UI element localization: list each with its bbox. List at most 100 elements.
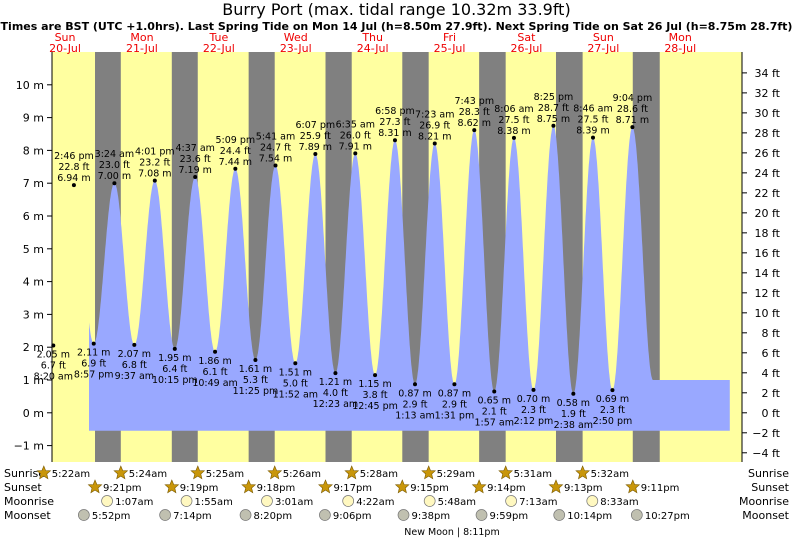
right-tick-label: 0 ft xyxy=(762,407,781,420)
moonset-time: 9:38pm xyxy=(412,511,451,522)
sunset-row-label-left: Sunset xyxy=(4,481,42,494)
tide-point xyxy=(293,361,298,366)
right-tick-label: 12 ft xyxy=(755,287,781,300)
moonrise-icon xyxy=(180,495,193,507)
moonset-row-label-right: Moonset xyxy=(742,509,789,522)
low-tide-feet: 6.7 ft xyxy=(41,361,66,372)
high-tide-time: 7:23 am xyxy=(415,110,454,121)
moonset-time: 10:14pm xyxy=(567,511,612,522)
right-tick-label: 4 ft xyxy=(762,367,781,380)
sun-icon xyxy=(498,465,514,480)
low-tide-time: 10:49 am xyxy=(192,378,237,389)
low-tide-metres: 1.51 m xyxy=(279,367,312,378)
tide-point xyxy=(492,389,497,394)
tide-point xyxy=(610,388,615,393)
left-tick-label: 0 m xyxy=(23,407,44,420)
moonset-time: 10:27pm xyxy=(645,511,690,522)
high-tide-time: 4:01 pm xyxy=(135,147,175,158)
tide-point xyxy=(432,141,437,146)
sun-icon xyxy=(241,479,257,494)
high-tide-metres: 7.91 m xyxy=(339,141,372,152)
low-tide-metres: 0.70 m xyxy=(517,394,550,405)
high-tide-metres: 7.00 m xyxy=(98,171,131,182)
high-tide-feet: 25.9 ft xyxy=(300,131,331,142)
low-tide-feet: 1.9 ft xyxy=(561,409,586,420)
sun-icon xyxy=(625,479,641,494)
low-tide-metres: 1.15 m xyxy=(358,379,391,390)
high-tide-metres: 8.75 m xyxy=(537,114,570,125)
sun-icon xyxy=(36,465,52,480)
high-tide-metres: 8.21 m xyxy=(418,132,451,143)
day-name: Wed xyxy=(284,31,308,44)
high-tide-metres: 6.94 m xyxy=(57,173,90,184)
low-tide-time: 2:50 pm xyxy=(593,416,633,427)
tide-point xyxy=(452,382,457,387)
high-tide-feet: 26.9 ft xyxy=(419,121,450,132)
sunset-time: 9:15pm xyxy=(410,483,449,494)
low-tide-time: 10:15 pm xyxy=(152,375,198,386)
left-tick-label: −1 m xyxy=(14,440,44,453)
low-tide-metres: 1.61 m xyxy=(239,364,272,375)
tide-point xyxy=(571,391,576,396)
sun-icon xyxy=(394,479,410,494)
sunset-time: 9:18pm xyxy=(257,483,296,494)
day-headers: Sun20-JulMon21-JulTue22-JulWed23-JulThu2… xyxy=(49,31,696,55)
right-tick-label: 14 ft xyxy=(755,267,781,280)
moonrise-time: 8:33am xyxy=(600,497,638,508)
sun-icon xyxy=(344,465,360,480)
tide-point xyxy=(91,341,96,346)
tide-point xyxy=(193,174,198,179)
moonset-icon xyxy=(239,509,252,521)
high-tide-feet: 23.6 ft xyxy=(180,154,211,165)
low-tide-time: 1:31 pm xyxy=(435,410,475,421)
moonset-time: 9:59pm xyxy=(490,511,529,522)
tide-point xyxy=(472,128,477,133)
high-tide-metres: 7.44 m xyxy=(219,157,252,168)
sunset-time: 9:17pm xyxy=(333,483,372,494)
tide-point xyxy=(412,382,417,387)
low-tide-feet: 6.4 ft xyxy=(162,364,187,375)
day-name: Thu xyxy=(361,31,383,44)
tide-point xyxy=(333,371,338,376)
right-tick-label: 8 ft xyxy=(762,327,781,340)
day-date: 21-Jul xyxy=(126,42,158,55)
sunset-time: 9:14pm xyxy=(487,483,526,494)
low-tide-metres: 1.86 m xyxy=(198,356,231,367)
sun-icon xyxy=(318,479,333,494)
high-tide-feet: 24.4 ft xyxy=(220,146,251,157)
sunrise-time: 5:32am xyxy=(591,469,629,480)
right-tick-label: 6 ft xyxy=(762,347,781,360)
sun-icon xyxy=(87,479,103,494)
sun-icon xyxy=(471,479,487,494)
high-tide-metres: 8.38 m xyxy=(497,126,530,137)
high-tide-feet: 27.5 ft xyxy=(498,115,529,126)
day-date: 25-Jul xyxy=(434,42,466,55)
high-tide-time: 4:37 am xyxy=(175,143,214,154)
high-tide-time: 5:41 am xyxy=(256,131,295,142)
day-date: 20-Jul xyxy=(49,42,81,55)
high-tide-feet: 28.3 ft xyxy=(459,107,490,118)
left-tick-label: 3 m xyxy=(23,308,44,321)
high-tide-feet: 22.8 ft xyxy=(58,162,89,173)
sunrise-time: 5:28am xyxy=(360,469,398,480)
low-tide-time: 2:38 am xyxy=(554,420,593,431)
low-tide-metres: 0.65 m xyxy=(478,395,511,406)
low-tide-metres: 1.21 m xyxy=(319,377,352,388)
low-tide-feet: 6.1 ft xyxy=(203,367,228,378)
high-tide-metres: 8.62 m xyxy=(458,118,491,129)
sunrise-row-label-left: Sunrise xyxy=(4,467,45,480)
high-tide-time: 6:07 pm xyxy=(296,120,336,131)
right-tick-label: 2 ft xyxy=(762,387,781,400)
sun-icon xyxy=(164,479,180,494)
sun-icon xyxy=(190,465,206,480)
high-tide-feet: 26.0 ft xyxy=(340,130,371,141)
left-tick-label: 8 m xyxy=(23,144,44,157)
right-tick-label: −4 ft xyxy=(752,447,780,460)
right-tick-label: 22 ft xyxy=(755,187,781,200)
tide-point xyxy=(233,166,238,171)
right-tick-label: 16 ft xyxy=(755,247,781,260)
moonset-icon xyxy=(319,509,331,521)
moonrise-time: 1:07am xyxy=(115,497,153,508)
high-tide-time: 7:43 pm xyxy=(454,96,494,107)
